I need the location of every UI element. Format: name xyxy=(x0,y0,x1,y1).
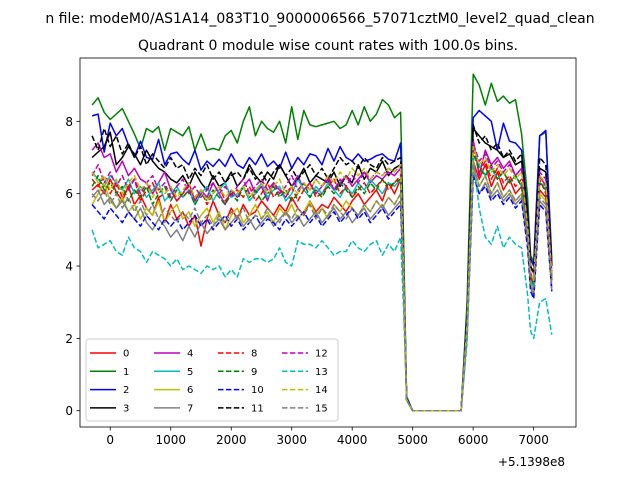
legend-label-13: 13 xyxy=(315,367,328,378)
x-tick-label: 6000 xyxy=(458,433,489,447)
legend-label-11: 11 xyxy=(251,403,264,414)
series-line-9 xyxy=(91,153,553,412)
series-line-13 xyxy=(91,156,553,412)
legend-label-8: 8 xyxy=(251,349,257,360)
x-tick-label: 4000 xyxy=(337,433,368,447)
legend-label-15: 15 xyxy=(315,403,328,414)
legend-label-14: 14 xyxy=(315,385,328,396)
legend-label-0: 0 xyxy=(123,349,129,360)
x-tick-label: 2000 xyxy=(216,433,247,447)
x-tick-label: 0 xyxy=(106,433,114,447)
y-tick-label: 4 xyxy=(65,260,73,274)
series-line-3 xyxy=(91,127,553,412)
series-line-10 xyxy=(91,174,553,412)
legend-label-7: 7 xyxy=(187,403,193,414)
series-line-1 xyxy=(91,73,553,412)
legend-label-4: 4 xyxy=(187,349,193,360)
y-tick-label: 8 xyxy=(65,115,73,129)
series-line-15 xyxy=(91,163,553,412)
legend-label-1: 1 xyxy=(123,367,129,378)
axes-frame xyxy=(79,57,577,428)
legend-label-10: 10 xyxy=(251,385,264,396)
legend-label-9: 9 xyxy=(251,367,257,378)
x-tick-label: 3000 xyxy=(276,433,307,447)
axes-layer: 0 1000 2000 3000 4000 5000 6000 7000 0 2 4 6 8 xyxy=(65,57,577,447)
series-line-14 xyxy=(91,145,553,412)
x-tick-label: 1000 xyxy=(155,433,186,447)
figure-suptitle: n file: modeM0/AS1A14_083T10_9000006566_… xyxy=(45,11,594,27)
series-line-12 xyxy=(91,142,553,412)
series-line-7 xyxy=(91,171,553,412)
x-tick-label: 5000 xyxy=(397,433,428,447)
legend-box xyxy=(85,338,339,422)
legend-label-6: 6 xyxy=(187,385,193,396)
series-line-11 xyxy=(91,124,553,412)
legend-label-3: 3 xyxy=(123,403,129,414)
legend-label-5: 5 xyxy=(187,367,193,378)
y-tick-label: 6 xyxy=(65,187,73,201)
y-tick-label: 2 xyxy=(65,332,73,346)
y-tick-label: 0 xyxy=(65,404,73,418)
legend-label-2: 2 xyxy=(123,385,129,396)
series-line-2 xyxy=(91,109,553,412)
legend-label-12: 12 xyxy=(315,349,328,360)
series-layer xyxy=(91,73,553,412)
chart-title: Quadrant 0 module wise count rates with … xyxy=(138,38,518,54)
x-offset-label: +5.1398e8 xyxy=(498,455,565,469)
x-tick-label: 7000 xyxy=(518,433,549,447)
